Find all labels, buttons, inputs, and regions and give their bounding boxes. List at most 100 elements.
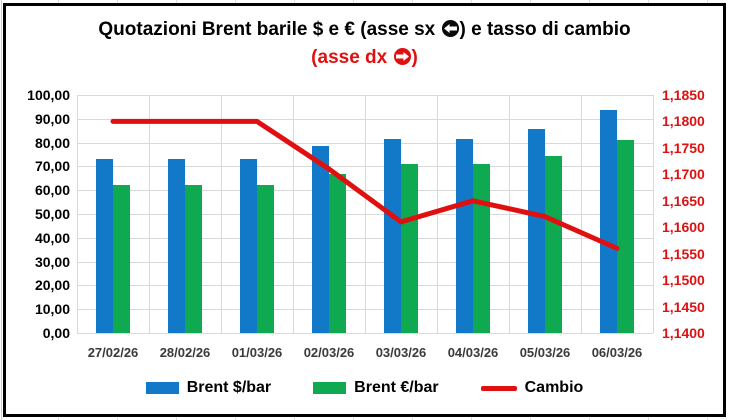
left-axis-tick: 70,00 [34,158,70,175]
right-axis-tick: 1,1650 [662,192,705,209]
worksheet-tick [353,0,354,3]
gridline-vertical [509,95,510,333]
right-axis-tick: 1,1700 [662,166,705,183]
right-axis-tick: 1,1600 [662,219,705,236]
right-axis-tick: 1,1850 [662,87,705,103]
left-axis-tick: 40,00 [34,229,70,246]
worksheet-column-line [1,0,2,420]
right-axis-tick: 1,1500 [662,272,705,289]
brent-usd-bar-28/02/26[interactable] [168,158,185,333]
left-axis-tick: 90,00 [34,110,70,127]
x-axis-tick: 04/03/26 [447,345,499,360]
legend-label-cambio: Cambio [524,379,584,396]
left-axis-tick: 10,00 [34,301,70,318]
left-axis-tick: 20,00 [34,277,70,294]
gridline-vertical [77,95,78,333]
worksheet-tick [58,417,59,420]
legend-swatch-cambio [480,385,517,391]
left-axis-tick: 80,00 [34,134,70,151]
subtitle-text-left: (asse dx [311,47,393,68]
right-axis-tick: 1,1750 [662,139,705,156]
brent-eur-bar-27/02/26[interactable] [113,185,130,333]
worksheet-tick [589,0,590,3]
brent-usd-bar-06/03/26[interactable] [600,110,617,333]
gridline-vertical [149,95,150,333]
x-axis-tick: 06/03/26 [591,345,643,360]
brent-usd-bar-05/03/26[interactable] [528,128,545,333]
left-axis-tick: 50,00 [34,206,70,222]
chart-subtitle: (asse dx ) [0,44,729,72]
worksheet-tick [707,0,708,3]
worksheet-tick [648,0,649,3]
brent-eur-bar-28/02/26[interactable] [185,185,202,333]
right-axis-tick: 1,1450 [662,298,705,315]
legend-label-brent-eur: Brent €/bar [354,379,439,396]
worksheet-tick [176,417,177,420]
worksheet-tick [530,0,531,3]
brent-eur-bar-03/03/26[interactable] [401,164,418,333]
legend-swatch-brent-eur [313,382,347,394]
brent-usd-bar-02/03/26[interactable] [312,146,329,333]
brent-eur-bar-01/03/26[interactable] [257,185,274,333]
x-axis-tick: 01/03/26 [231,345,283,360]
left-axis-tick: 100,00 [27,87,70,103]
worksheet-tick [707,417,708,420]
brent-eur-bar-05/03/26[interactable] [545,156,562,333]
worksheet-tick [294,417,295,420]
worksheet-tick [235,0,236,3]
gridline-vertical [653,95,654,333]
chart-title: Quotazioni Brent barile $ e € (asse sx )… [0,16,729,44]
x-axis-tick: 03/03/26 [375,345,427,360]
worksheet-tick [412,0,413,3]
gridline-vertical [437,95,438,333]
subtitle-text-right: ) [411,47,418,68]
legend-label-brent-usd: Brent $/bar [186,379,272,396]
x-axis-tick: 27/02/26 [87,345,139,360]
worksheet-tick [530,417,531,420]
brent-eur-bar-02/03/26[interactable] [329,173,346,333]
right-axis-tick: 1,1400 [662,325,705,341]
gridline-vertical [365,95,366,333]
brent-usd-bar-01/03/26[interactable] [240,158,257,333]
gridline-vertical [293,95,294,333]
worksheet-tick [294,0,295,3]
brent-usd-bar-27/02/26[interactable] [96,158,113,333]
title-text-right: ) e tasso di cambio [459,19,631,40]
worksheet-tick [176,0,177,3]
worksheet-tick [648,417,649,420]
worksheet-tick [471,417,472,420]
left-axis-tick: 30,00 [34,253,70,270]
gridline-vertical [221,95,222,333]
x-axis-tick: 05/03/26 [519,345,571,360]
brent-eur-bar-04/03/26[interactable] [473,164,490,333]
legend-item-brent-eur[interactable]: Brent €/bar [313,379,439,397]
left-axis-tick: 0,00 [42,325,70,341]
circled-left-arrow-icon [441,19,459,38]
legend-item-brent-usd[interactable]: Brent $/bar [145,379,272,397]
gridline-vertical [581,95,582,333]
legend-swatch-brent-usd [145,382,179,394]
right-axis-tick: 1,1800 [662,113,705,130]
worksheet-tick [58,0,59,3]
x-axis-tick: 02/03/26 [303,345,355,360]
worksheet-tick [471,0,472,3]
legend-item-cambio[interactable]: Cambio [480,379,584,397]
brent-usd-bar-03/03/26[interactable] [384,138,401,333]
worksheet-tick [412,417,413,420]
circled-right-arrow-icon [393,47,411,66]
chart-title-block: Quotazioni Brent barile $ e € (asse sx )… [0,16,729,72]
brent-usd-bar-04/03/26[interactable] [456,138,473,333]
worksheet-tick [235,417,236,420]
left-axis-tick: 60,00 [34,182,70,199]
x-axis-tick: 28/02/26 [159,345,211,360]
legend: Brent $/bar Brent €/bar Cambio [0,379,729,397]
worksheet-tick [117,0,118,3]
worksheet-tick [353,417,354,420]
gridline-horizontal [77,333,653,334]
brent-eur-bar-06/03/26[interactable] [617,140,634,333]
worksheet-tick [589,417,590,420]
worksheet-tick [117,417,118,420]
title-text-left: Quotazioni Brent barile $ e € (asse sx [98,19,441,40]
right-axis-tick: 1,1550 [662,245,705,262]
